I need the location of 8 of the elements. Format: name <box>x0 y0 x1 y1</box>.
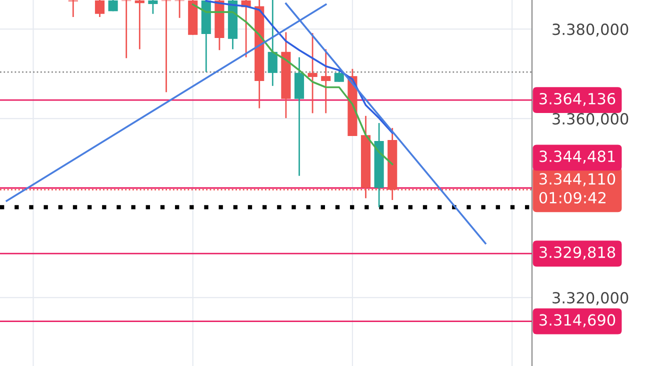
y-tick-label: 3.360,000 <box>552 113 628 126</box>
y-tick-label: 3.380,000 <box>552 24 628 37</box>
y-tick-label: 3.320,000 <box>552 292 628 306</box>
ref-line-label: 3.329,818 <box>540 246 616 260</box>
ref-line-label: 3.364,136 <box>540 92 616 106</box>
ref-line-label: 3.344,481 <box>540 150 615 164</box>
ref-line-label: 3.344,110 01:09:42 <box>539 173 616 204</box>
ref-line-label: 3.314,690 <box>540 314 616 328</box>
